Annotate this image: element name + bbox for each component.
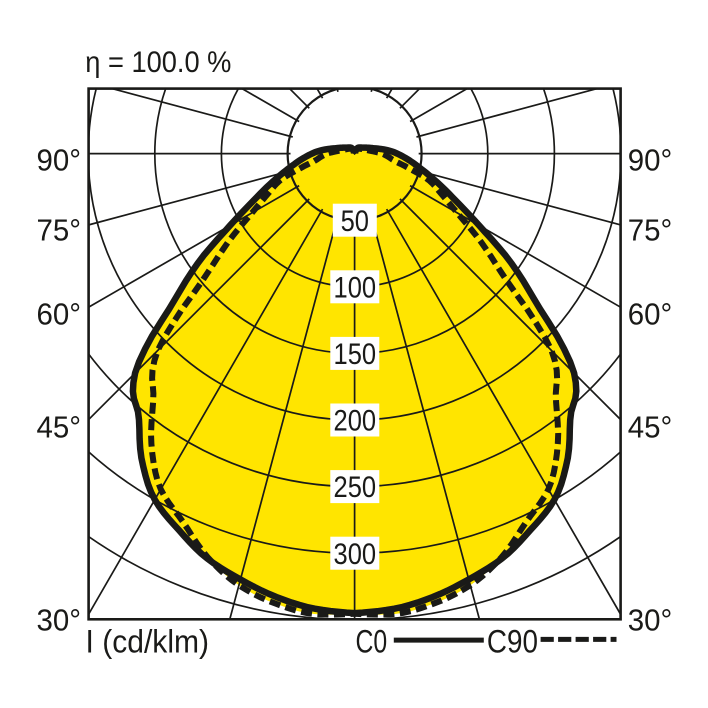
svg-text:30°: 30° [628, 604, 673, 638]
svg-text:150: 150 [334, 337, 377, 370]
svg-text:50: 50 [341, 204, 369, 237]
svg-text:60°: 60° [628, 298, 673, 332]
svg-text:30°: 30° [36, 604, 81, 638]
svg-text:300: 300 [334, 537, 377, 570]
svg-text:90°: 90° [628, 144, 673, 178]
svg-text:C0: C0 [356, 625, 388, 661]
svg-text:C90: C90 [487, 625, 538, 660]
svg-text:75°: 75° [36, 214, 81, 248]
svg-text:45°: 45° [628, 411, 673, 445]
svg-text:75°: 75° [628, 214, 673, 248]
svg-text:I (cd/klm): I (cd/klm) [86, 624, 210, 660]
svg-text:60°: 60° [36, 298, 81, 332]
svg-text:100: 100 [334, 270, 377, 303]
svg-text:250: 250 [334, 470, 377, 503]
svg-text:90°: 90° [36, 144, 81, 178]
svg-text:200: 200 [334, 404, 377, 437]
svg-text:45°: 45° [36, 411, 81, 445]
svg-text:η = 100.0 %: η = 100.0 % [85, 46, 231, 80]
